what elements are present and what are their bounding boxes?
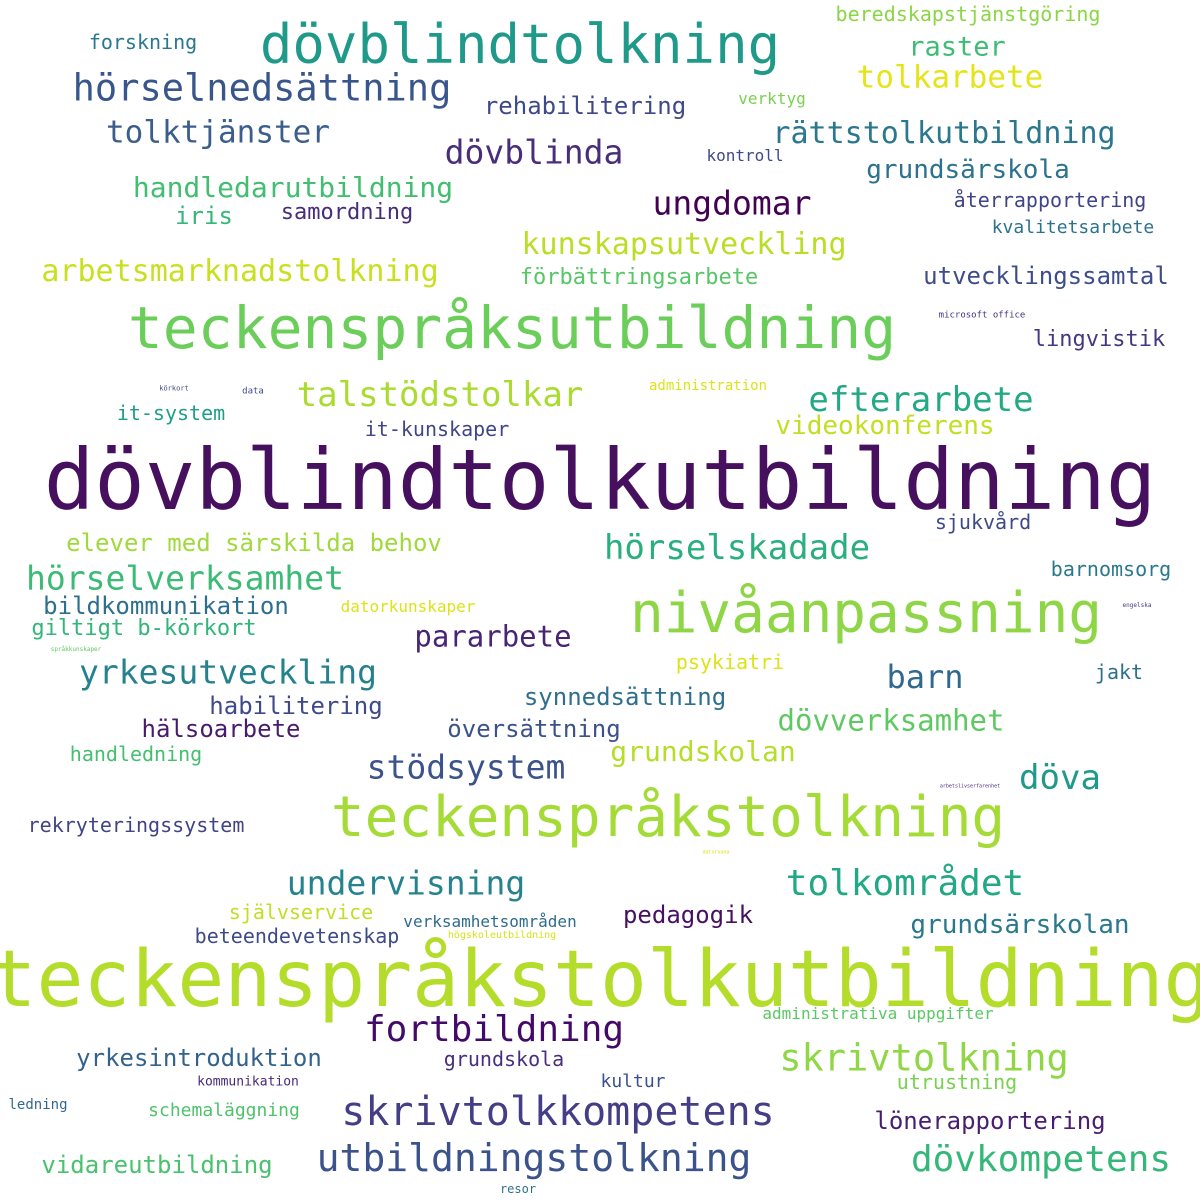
word: hörselnedsättning	[72, 66, 452, 110]
word: utbildningstolkning	[316, 1136, 752, 1180]
word: teckenspråkstolkning	[330, 785, 1006, 850]
word: lingvistik	[1032, 327, 1166, 352]
word: teckenspråksutbildning	[127, 294, 897, 362]
word: rekryteringssystem	[27, 813, 245, 837]
word: dövblindtolkning	[259, 13, 781, 76]
word: språkkunskaper	[50, 646, 102, 653]
word: iris	[175, 202, 233, 230]
word: tolkarbete	[856, 59, 1044, 96]
word: videokonferens	[775, 411, 995, 441]
word: ungdomar	[652, 183, 812, 223]
word: kultur	[600, 1071, 666, 1092]
word: hörselverksamhet	[26, 558, 344, 598]
word: datorkunskaper	[340, 597, 476, 616]
word: it-kunskaper	[364, 417, 510, 441]
word: sjukvård	[934, 510, 1032, 534]
word: fortbildning	[363, 1009, 625, 1050]
word: handledarutbildning	[132, 171, 454, 204]
word: återrapportering	[953, 188, 1147, 212]
word: stödsystem	[366, 747, 566, 787]
word: yrkesutveckling	[78, 652, 378, 692]
word: engelska	[1122, 602, 1152, 609]
word: ledning	[8, 1097, 68, 1113]
word: psykiatri	[675, 650, 785, 674]
word: nivåanpassning	[629, 581, 1103, 646]
word: lönerapportering	[874, 1107, 1106, 1135]
word: rättstolkutbildning	[772, 116, 1116, 151]
word: datorvana	[702, 849, 730, 856]
word: kommunikation	[197, 1074, 299, 1090]
word: verktyg	[738, 89, 806, 108]
word: dövverksamhet	[777, 703, 1005, 738]
word: utrustning	[896, 1070, 1018, 1094]
word: barn	[886, 658, 964, 696]
word: tolktjänster	[106, 114, 330, 151]
word: förbättringsarbete	[519, 265, 759, 290]
word: administration	[648, 378, 768, 394]
word: jakt	[1094, 660, 1144, 684]
word: hälsoarbete	[141, 715, 301, 743]
word: pedagogik	[622, 901, 754, 929]
word: teckenspråkstolkutbildning	[0, 935, 1200, 1025]
word: yrkesintroduktion	[76, 1044, 322, 1072]
word: kontroll	[706, 146, 784, 165]
word: grundsärskola	[866, 155, 1070, 185]
word: forskning	[88, 30, 198, 54]
word: grundsärskolan	[910, 910, 1130, 940]
word: microsoft office	[938, 310, 1026, 321]
word: elever med särskilda behov	[66, 529, 442, 557]
word: kunskapsutveckling	[521, 227, 847, 262]
word: körkort	[159, 384, 189, 393]
word: högskoleutbildning	[447, 930, 557, 941]
word: dövkompetens	[910, 1139, 1172, 1180]
word: döva	[1019, 758, 1101, 798]
word: it-system	[116, 401, 226, 425]
word: samordning	[280, 200, 414, 225]
word: arbetsmarknadstolkning	[41, 254, 439, 289]
word: bildkommunikation	[43, 592, 289, 620]
word: kvalitetsarbete	[991, 217, 1155, 238]
word: tolkområdet	[785, 863, 1025, 904]
word: efterarbete	[808, 380, 1034, 420]
word: talstödstolkar	[296, 375, 584, 415]
word: administrativa uppgifter	[762, 1004, 994, 1023]
word: verksamhetsområden	[403, 912, 577, 931]
word: grundskola	[443, 1047, 565, 1071]
word: rehabilitering	[483, 92, 687, 120]
word: arbetslivserfarenhet	[939, 783, 1001, 790]
word: beredskapstjänstgöring	[835, 2, 1101, 26]
word: handledning	[69, 742, 203, 766]
word: hörselskadade	[603, 528, 871, 568]
word: beteendevetenskap	[194, 924, 400, 948]
word: vidareutbildning	[41, 1151, 273, 1179]
word: schemaläggning	[148, 1100, 300, 1121]
word: data	[242, 386, 264, 397]
word: självservice	[228, 900, 374, 924]
word: utvecklingssamtal	[923, 262, 1169, 290]
word: pararbete	[414, 619, 572, 654]
word: giltigt b-körkort	[31, 616, 257, 641]
word: habilitering	[209, 692, 383, 720]
word: barnomsorg	[1050, 557, 1172, 581]
word: raster	[908, 31, 1006, 63]
word: undervisning	[286, 863, 526, 903]
word: översättning	[447, 715, 621, 743]
word: skrivtolkkompetens	[341, 1089, 775, 1135]
word: synnedsättning	[523, 683, 727, 711]
word: grundskolan	[610, 735, 796, 768]
word: dövblindtolkutbildning	[43, 431, 1157, 529]
word: dövblinda	[444, 132, 624, 172]
word: skrivtolkning	[779, 1036, 1069, 1080]
word: resor	[499, 1182, 537, 1196]
